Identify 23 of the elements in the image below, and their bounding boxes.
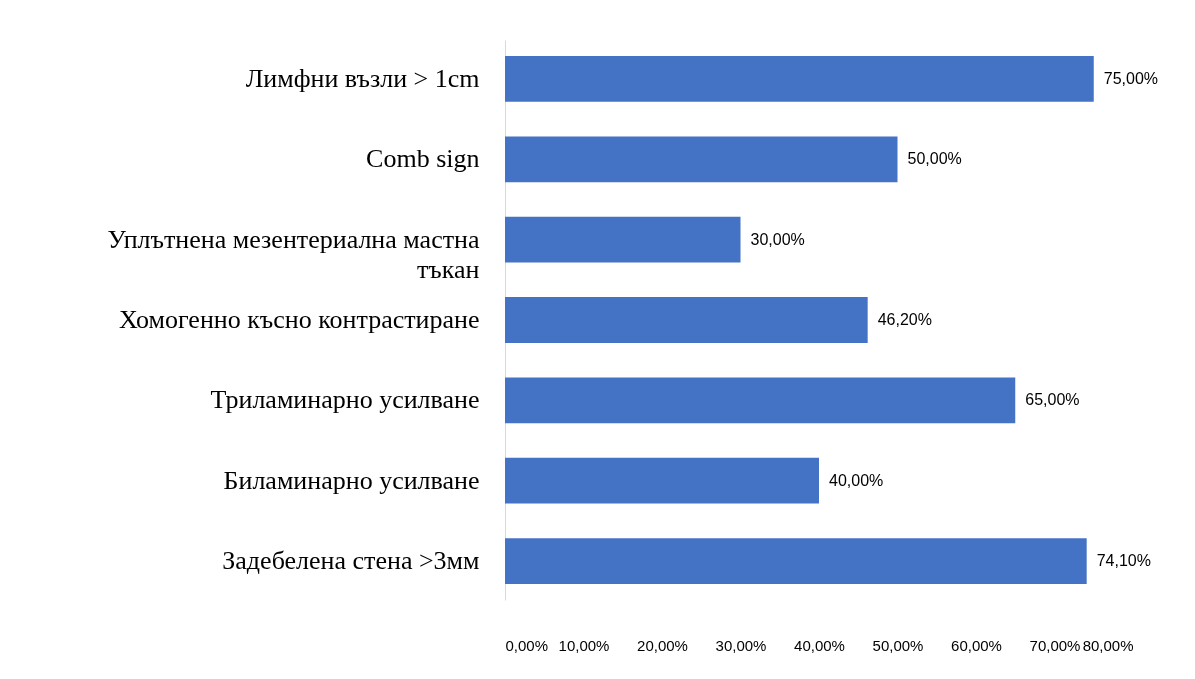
- data-label: 74,10%: [1096, 552, 1151, 570]
- data-label: 40,00%: [829, 471, 884, 489]
- x-tick-label: 20,00%: [637, 636, 688, 654]
- y-tick-label: Триламинарно усилване: [210, 385, 480, 415]
- data-label: 30,00%: [750, 230, 805, 248]
- y-tick-label: Comb sign: [366, 144, 480, 174]
- y-tick-label: Уплътнена мезентериална мастна тъкан: [107, 224, 480, 284]
- y-tick-label: Лимфни възли > 1cm: [245, 63, 480, 93]
- x-tick-label: 80,00%: [1082, 636, 1134, 654]
- x-tick-label: 40,00%: [794, 636, 845, 654]
- data-label: 46,20%: [877, 311, 932, 328]
- x-tick-label: 60,00%: [951, 636, 1002, 654]
- x-tick-label: 0,00%: [505, 636, 549, 654]
- x-tick-label: 50,00%: [872, 636, 924, 654]
- data-label: 50,00%: [907, 150, 962, 168]
- x-tick-label: 10,00%: [558, 636, 610, 654]
- data-label: 65,00%: [1025, 391, 1080, 409]
- x-tick-label: 30,00%: [715, 636, 767, 654]
- data-label: 75,00%: [1103, 69, 1159, 87]
- y-tick-label: Биламинарно усилване: [223, 465, 480, 495]
- y-tick-label: Задебелена стена >3мм: [222, 546, 480, 576]
- x-tick-label: 70,00%: [1029, 636, 1081, 654]
- y-tick-label: Хомогенно късно контрастиране: [118, 305, 480, 334]
